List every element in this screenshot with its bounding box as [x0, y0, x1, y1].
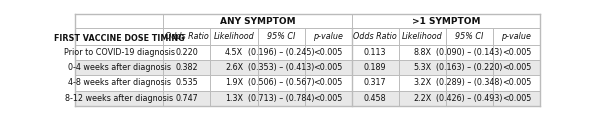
Text: Prior to COVID-19 diagnosis: Prior to COVID-19 diagnosis [64, 48, 175, 57]
Text: (0.713) – (0.784): (0.713) – (0.784) [248, 94, 314, 103]
Text: 8.8X: 8.8X [413, 48, 431, 57]
Bar [352, 91, 399, 106]
Text: <0.005: <0.005 [313, 78, 343, 87]
Text: 95% CI: 95% CI [267, 32, 295, 41]
Bar [352, 60, 399, 75]
Bar [493, 45, 540, 60]
Bar [211, 91, 257, 106]
Bar [163, 75, 211, 91]
Text: <0.005: <0.005 [313, 48, 343, 57]
Bar [75, 14, 163, 45]
Text: <0.005: <0.005 [502, 78, 531, 87]
Bar [257, 75, 305, 91]
Text: 3.2X: 3.2X [413, 78, 431, 87]
Text: 0.535: 0.535 [176, 78, 198, 87]
Bar [75, 75, 163, 91]
Bar [257, 60, 305, 75]
Bar [75, 91, 163, 106]
Bar [446, 91, 493, 106]
Bar [257, 45, 305, 60]
Bar [399, 75, 446, 91]
Text: <0.005: <0.005 [313, 94, 343, 103]
Text: 0-4 weeks after diagnosis: 0-4 weeks after diagnosis [68, 63, 170, 72]
Bar [211, 75, 257, 91]
Bar [305, 60, 352, 75]
Bar [75, 60, 163, 75]
Text: 0.220: 0.220 [176, 48, 198, 57]
Text: (0.163) – (0.220): (0.163) – (0.220) [436, 63, 503, 72]
Bar [305, 28, 352, 45]
Text: 0.382: 0.382 [176, 63, 198, 72]
Text: ANY SYMPTOM: ANY SYMPTOM [220, 17, 295, 26]
Text: (0.506) – (0.567): (0.506) – (0.567) [248, 78, 314, 87]
Bar [399, 28, 446, 45]
Bar [446, 45, 493, 60]
Text: <0.005: <0.005 [502, 63, 531, 72]
Text: (0.426) – (0.493): (0.426) – (0.493) [436, 94, 503, 103]
Text: Likelihood: Likelihood [214, 32, 254, 41]
Bar [493, 91, 540, 106]
Bar [257, 91, 305, 106]
Text: 4.5X: 4.5X [225, 48, 243, 57]
Text: 2.2X: 2.2X [413, 94, 431, 103]
Bar [211, 60, 257, 75]
Bar [257, 28, 305, 45]
Text: p-value: p-value [313, 32, 343, 41]
Text: >1 SYMPTOM: >1 SYMPTOM [412, 17, 480, 26]
Bar [163, 28, 211, 45]
Text: 0.458: 0.458 [364, 94, 386, 103]
Text: 95% CI: 95% CI [455, 32, 484, 41]
Bar [305, 75, 352, 91]
Bar [305, 45, 352, 60]
Text: p-value: p-value [502, 32, 532, 41]
Text: 4-8 weeks after diagnosis: 4-8 weeks after diagnosis [68, 78, 170, 87]
Text: 0.189: 0.189 [364, 63, 386, 72]
Text: 1.9X: 1.9X [225, 78, 243, 87]
Bar [493, 75, 540, 91]
Text: 5.3X: 5.3X [413, 63, 431, 72]
Text: <0.005: <0.005 [502, 48, 531, 57]
Bar [446, 60, 493, 75]
Text: 0.317: 0.317 [364, 78, 386, 87]
Text: FIRST VACCINE DOSE TIMING: FIRST VACCINE DOSE TIMING [54, 34, 184, 43]
Bar [493, 28, 540, 45]
Bar [163, 60, 211, 75]
Text: <0.005: <0.005 [502, 94, 531, 103]
Text: (0.090) – (0.143): (0.090) – (0.143) [436, 48, 503, 57]
Bar [163, 91, 211, 106]
Bar [352, 14, 540, 28]
Bar [352, 45, 399, 60]
Text: <0.005: <0.005 [313, 63, 343, 72]
Bar [163, 45, 211, 60]
Text: (0.196) – (0.245): (0.196) – (0.245) [248, 48, 314, 57]
Text: 8-12 weeks after diagnosis: 8-12 weeks after diagnosis [65, 94, 173, 103]
Bar [399, 91, 446, 106]
Bar [211, 28, 257, 45]
Text: (0.353) – (0.413): (0.353) – (0.413) [248, 63, 314, 72]
Bar [75, 45, 163, 60]
Text: 2.6X: 2.6X [225, 63, 243, 72]
Text: Likelihood: Likelihood [402, 32, 443, 41]
Bar [493, 60, 540, 75]
Bar [352, 28, 399, 45]
Bar [446, 75, 493, 91]
Text: (0.289) – (0.348): (0.289) – (0.348) [436, 78, 503, 87]
Text: Odds Ratio: Odds Ratio [353, 32, 397, 41]
Bar [305, 91, 352, 106]
Text: Odds Ratio: Odds Ratio [165, 32, 209, 41]
Bar [399, 60, 446, 75]
Bar [399, 45, 446, 60]
Bar [211, 45, 257, 60]
Text: 0.747: 0.747 [176, 94, 198, 103]
Text: 0.113: 0.113 [364, 48, 386, 57]
Text: 1.3X: 1.3X [225, 94, 243, 103]
Bar [163, 14, 352, 28]
Bar [352, 75, 399, 91]
Bar [446, 28, 493, 45]
